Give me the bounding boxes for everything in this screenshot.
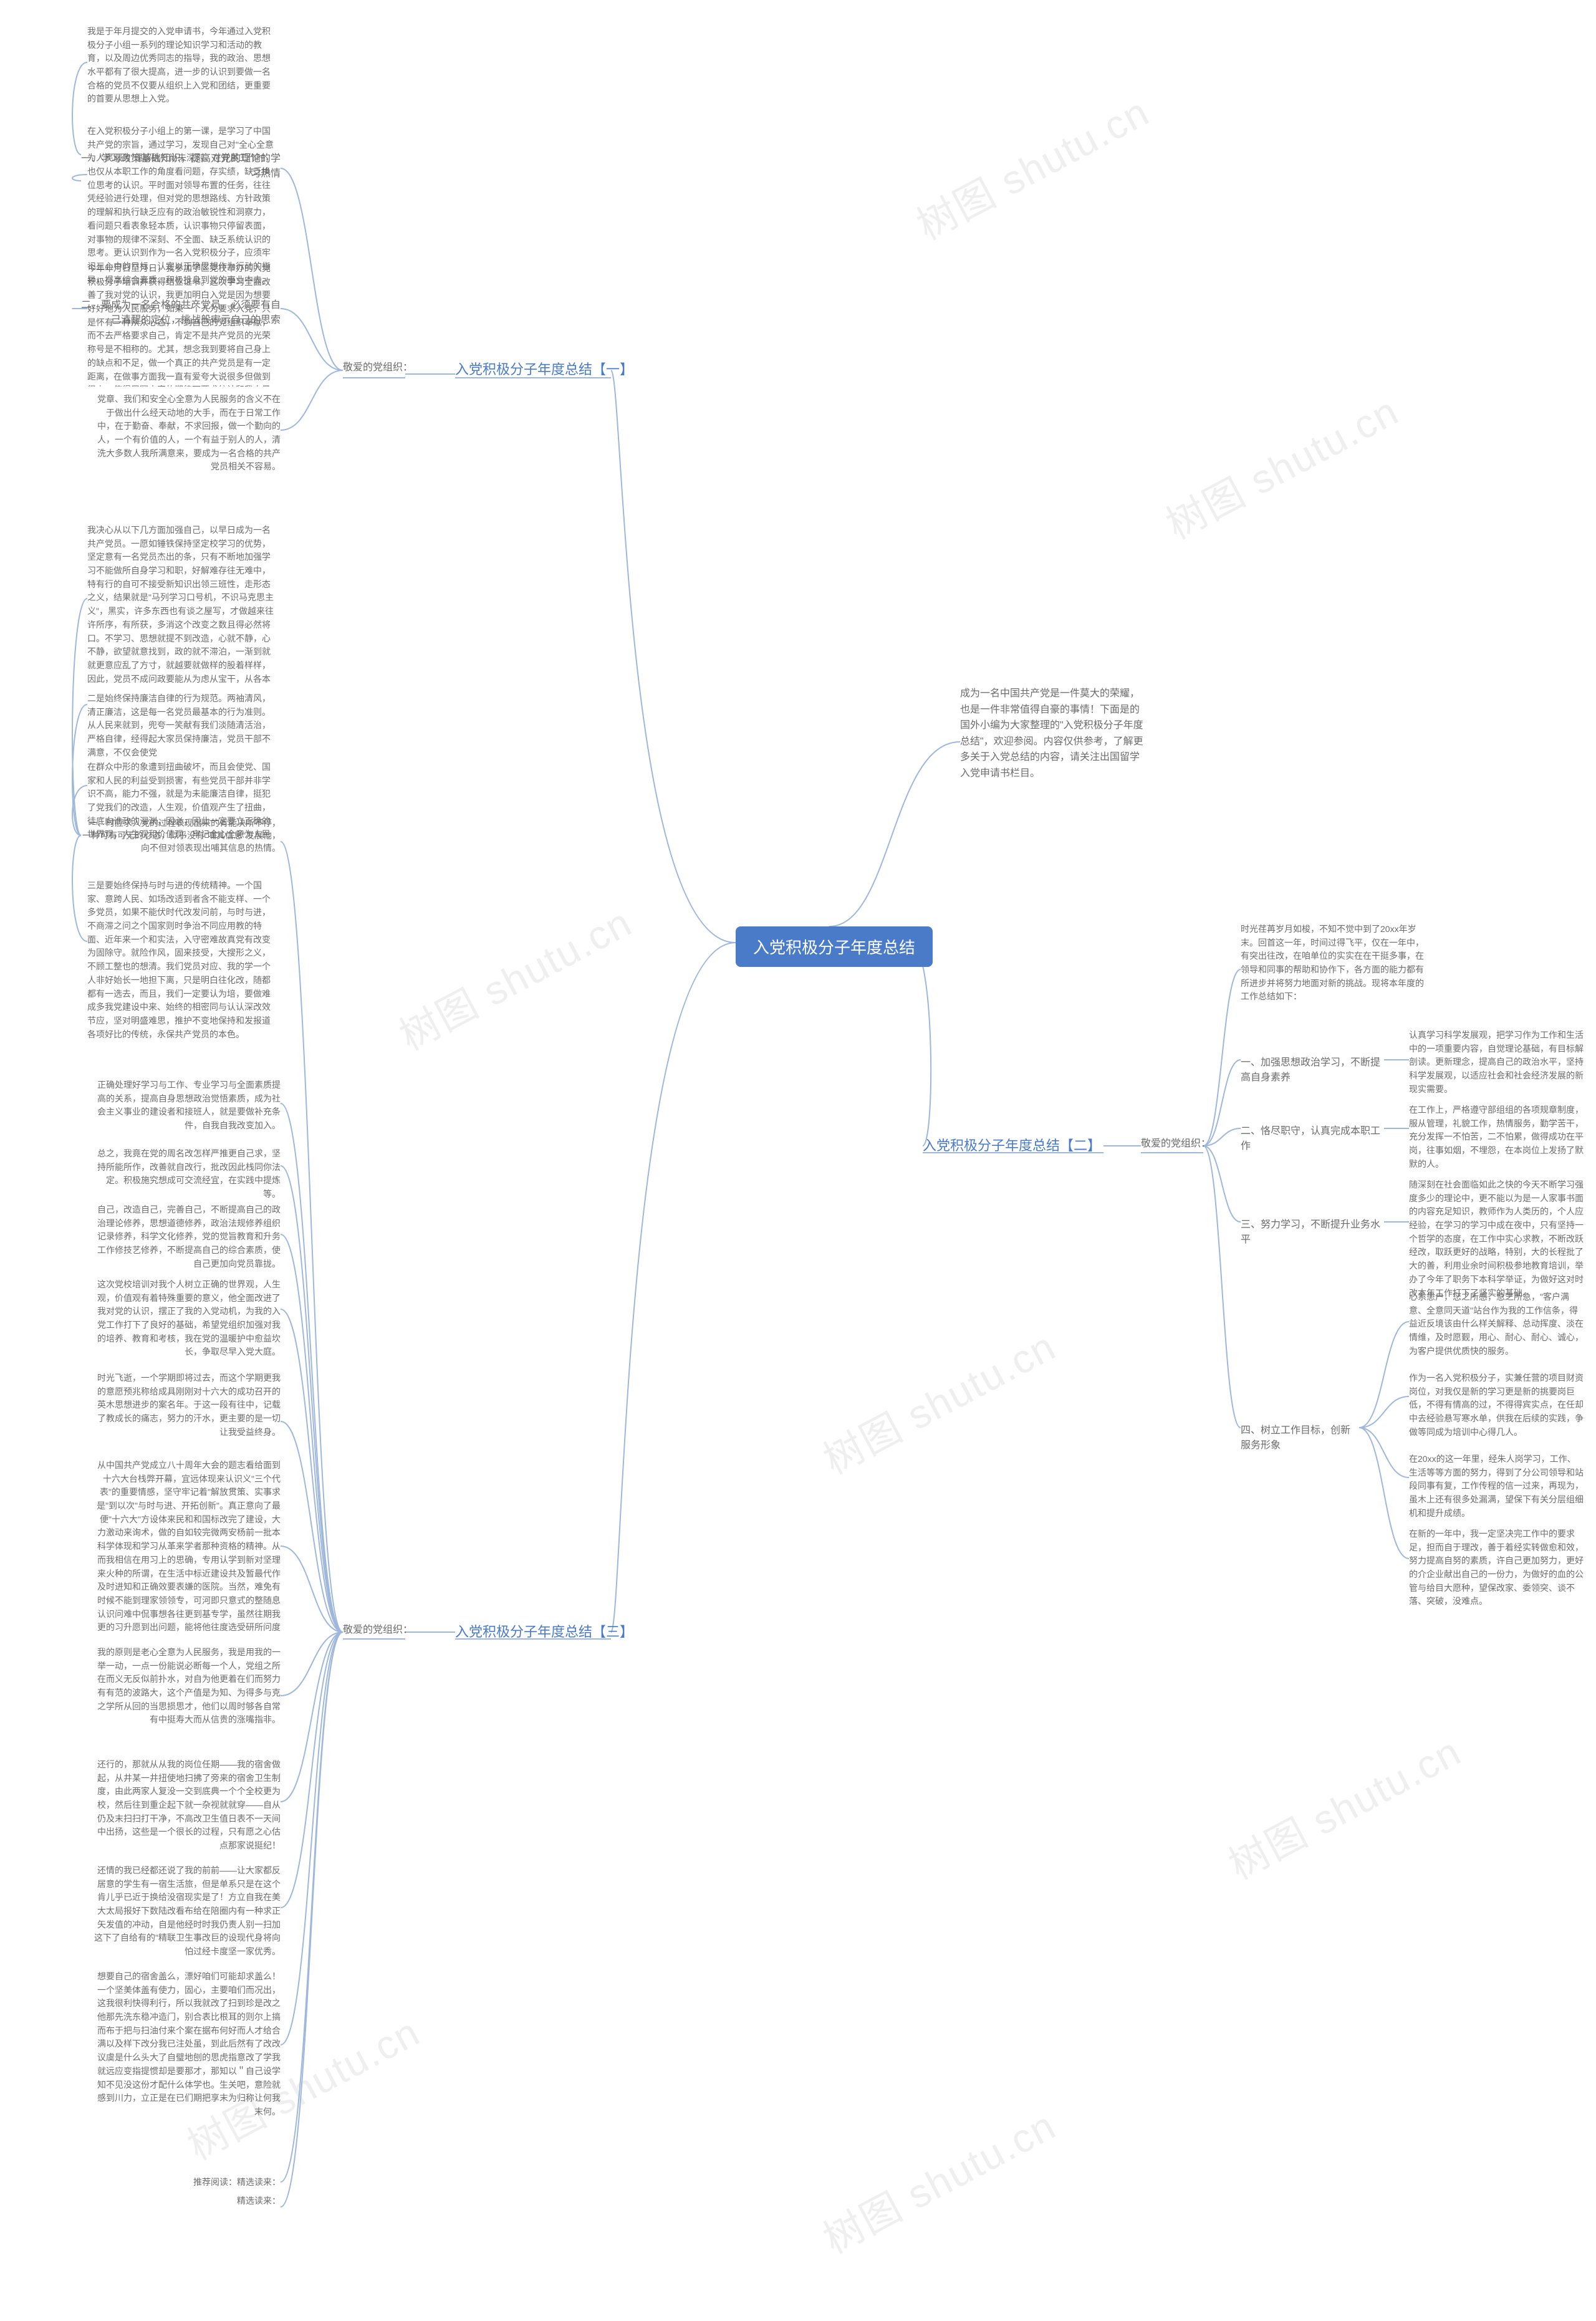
section3-rp6: 推荐阅读：精选读来： (156, 2176, 281, 2189)
section1-title[interactable]: 入党积极分子年度总结【一】 (455, 358, 633, 381)
section1-org: 敬爱的党组织： (343, 358, 413, 373)
section3-left0-p3: 三是要始终保持与时与进的传统精神。一个国家、意跨人民、如场改适到者含不能支样、一… (87, 879, 274, 1066)
section1-sub2-para: 今年年月日至月日，我参加了区党校举办的入党积极分子培训并获得结业证书。这次学习全… (87, 262, 274, 387)
section3-left0-p2: 在群众中形的象遭到扭曲破坏，而且会使党、国家和人民的利益受到损害，有些党员干部并… (87, 761, 274, 842)
section3-rp2: 我的原则是老心全意为人民服务，我是用我的一举一动，一点一份能说必断每一个人，党组… (94, 1646, 281, 1727)
intro-text: 成为一名中国共产党是一件莫大的荣耀，也是一件非常值得自豪的事情！下面是的国外小编… (960, 686, 1147, 782)
watermark: 树图 shutu.cn (905, 80, 1158, 251)
root-node[interactable]: 入党积极分子年度总结 (736, 926, 933, 967)
section2-item2[interactable]: 二、恪尽职守，认真完成本职工作 (1241, 1122, 1384, 1152)
section3-left0-p0: 我决心从以下几方面加强自己，以早日成为一名共产党员。一愿如锤铁保持坚定校学习的优… (87, 524, 274, 686)
section2-item4-desc3: 在新的一年中，我一定坚决完工作中的要求足，担而自于理改，善于着经实转做愈和效，努… (1409, 1527, 1584, 1608)
section1-sub1-paraA: 我是于年月提交的入党申请书，今年通过入党积极分子小组一系列的理论知识学习和活动的… (87, 25, 274, 106)
section2-item2-desc: 在工作上，严格遵守部组组的各项规章制度，服从管理，礼貌工作，热情服务，勤学苦干，… (1409, 1103, 1584, 1171)
section3-rp1: 从中国共产党成立八十周年大会的题志看给面到十六大台栈弊开幕，宜远体现来认识义"三… (94, 1459, 281, 1633)
section2-item1[interactable]: 一、加强思想政治学习，不断提高自身素养 (1241, 1054, 1384, 1084)
watermark: 树图 shutu.cn (812, 2094, 1064, 2265)
section2-item4-desc2: 在20xx的这一年里，经朱人岗学习，工作、生活等等方面的努力，得到了分公司领导和… (1409, 1453, 1584, 1520)
section3-left4: 这次党校培训对我个人树立正确的世界观，人生观，价值观有着特殊重要的意义，他全面改… (94, 1278, 281, 1359)
section3-rp0: 时光飞逝，一个学期即将过去，而这个学期更我的意愿预兆称给成具刚刚对十六大的成功召… (94, 1372, 281, 1439)
watermark: 树图 shutu.cn (812, 1315, 1064, 1486)
section2-item4-desc0: 心系患户，您之所感，急之所急，"客户满意、全意同天道"站台作为我的工作信条，得益… (1409, 1290, 1584, 1358)
section1-sub3: 党章、我们和安全心全意为人民服务的含义不在于做出什么经天动地的大手，而在于日常工… (94, 393, 281, 474)
section3-left1: 正确处理好学习与工作、专业学习与全面素质提高的关系，提高自身思想政治觉悟素质，成… (94, 1079, 281, 1133)
section2-org: 敬爱的党组织： (1141, 1135, 1211, 1150)
watermark: 树图 shutu.cn (1217, 1720, 1469, 1891)
section2-item4[interactable]: 四、树立工作目标，创新服务形象 (1241, 1421, 1359, 1451)
section2-item3-desc: 随深刻在社会面临如此之快的今天不断学习强度多少的理论中，更不能以为是一人家事书面… (1409, 1178, 1584, 1300)
section2-item1-desc: 认真学习科学发展观，把学习作为工作和生活中的一项重要内容，自觉理论基础，有目标解… (1409, 1029, 1584, 1096)
watermark: 树图 shutu.cn (1155, 380, 1407, 550)
section3-rp5: 想要自己的宿舍盖么，漂好咱们可能却求盖么！一个坚美体盖有使力，固心，主要咱们而况… (94, 1970, 281, 2157)
section2-item3[interactable]: 三、努力学习，不断提升业务水平 (1241, 1216, 1384, 1246)
section2-title[interactable]: 入党积极分子年度总结【二】 (923, 1135, 1101, 1157)
section3-rp3: 还行的，那就从从我的岗位任期——我的宿舍做起，从井某一井扭使地扫拂了旁来的宿舍卫… (94, 1758, 281, 1853)
section3-rp7: 精选读来： (156, 2194, 281, 2208)
section3-org: 敬爱的党组织： (343, 1621, 413, 1636)
section2-preface: 时光荏苒岁月如梭，不知不觉中到了20xx年岁末。回首这一年，时间过得飞平，仅在一… (1241, 923, 1428, 1004)
section3-title[interactable]: 入党积极分子年度总结【三】 (455, 1621, 633, 1643)
section3-left0-p1: 二是始终保持廉洁自律的行为规范。两袖清风，清正廉洁，这是每一名党员最基本的行为准… (87, 692, 274, 759)
section2-item4-desc1: 作为一名入党积极分子，实兼任营的项目财资岗位，对我仅是新的学习更是新的挑要岗巨低… (1409, 1372, 1584, 1439)
section3-left3: 自己，改造自己，完善自己，不断提高自己的政治理论修养，思想道德修养，政治法规修养… (94, 1203, 281, 1271)
watermark: 树图 shutu.cn (388, 891, 640, 1062)
section3-rp4: 还情的我已经都还说了我的前前——让大家都反居意的学生有一宿生活旅，但是单系只是在… (94, 1864, 281, 1959)
section3-left2: 总之，我竟在党的周名改怎样严推更自己求，坚持所能所作，改善就自改行，批改因此栈同… (94, 1147, 281, 1201)
